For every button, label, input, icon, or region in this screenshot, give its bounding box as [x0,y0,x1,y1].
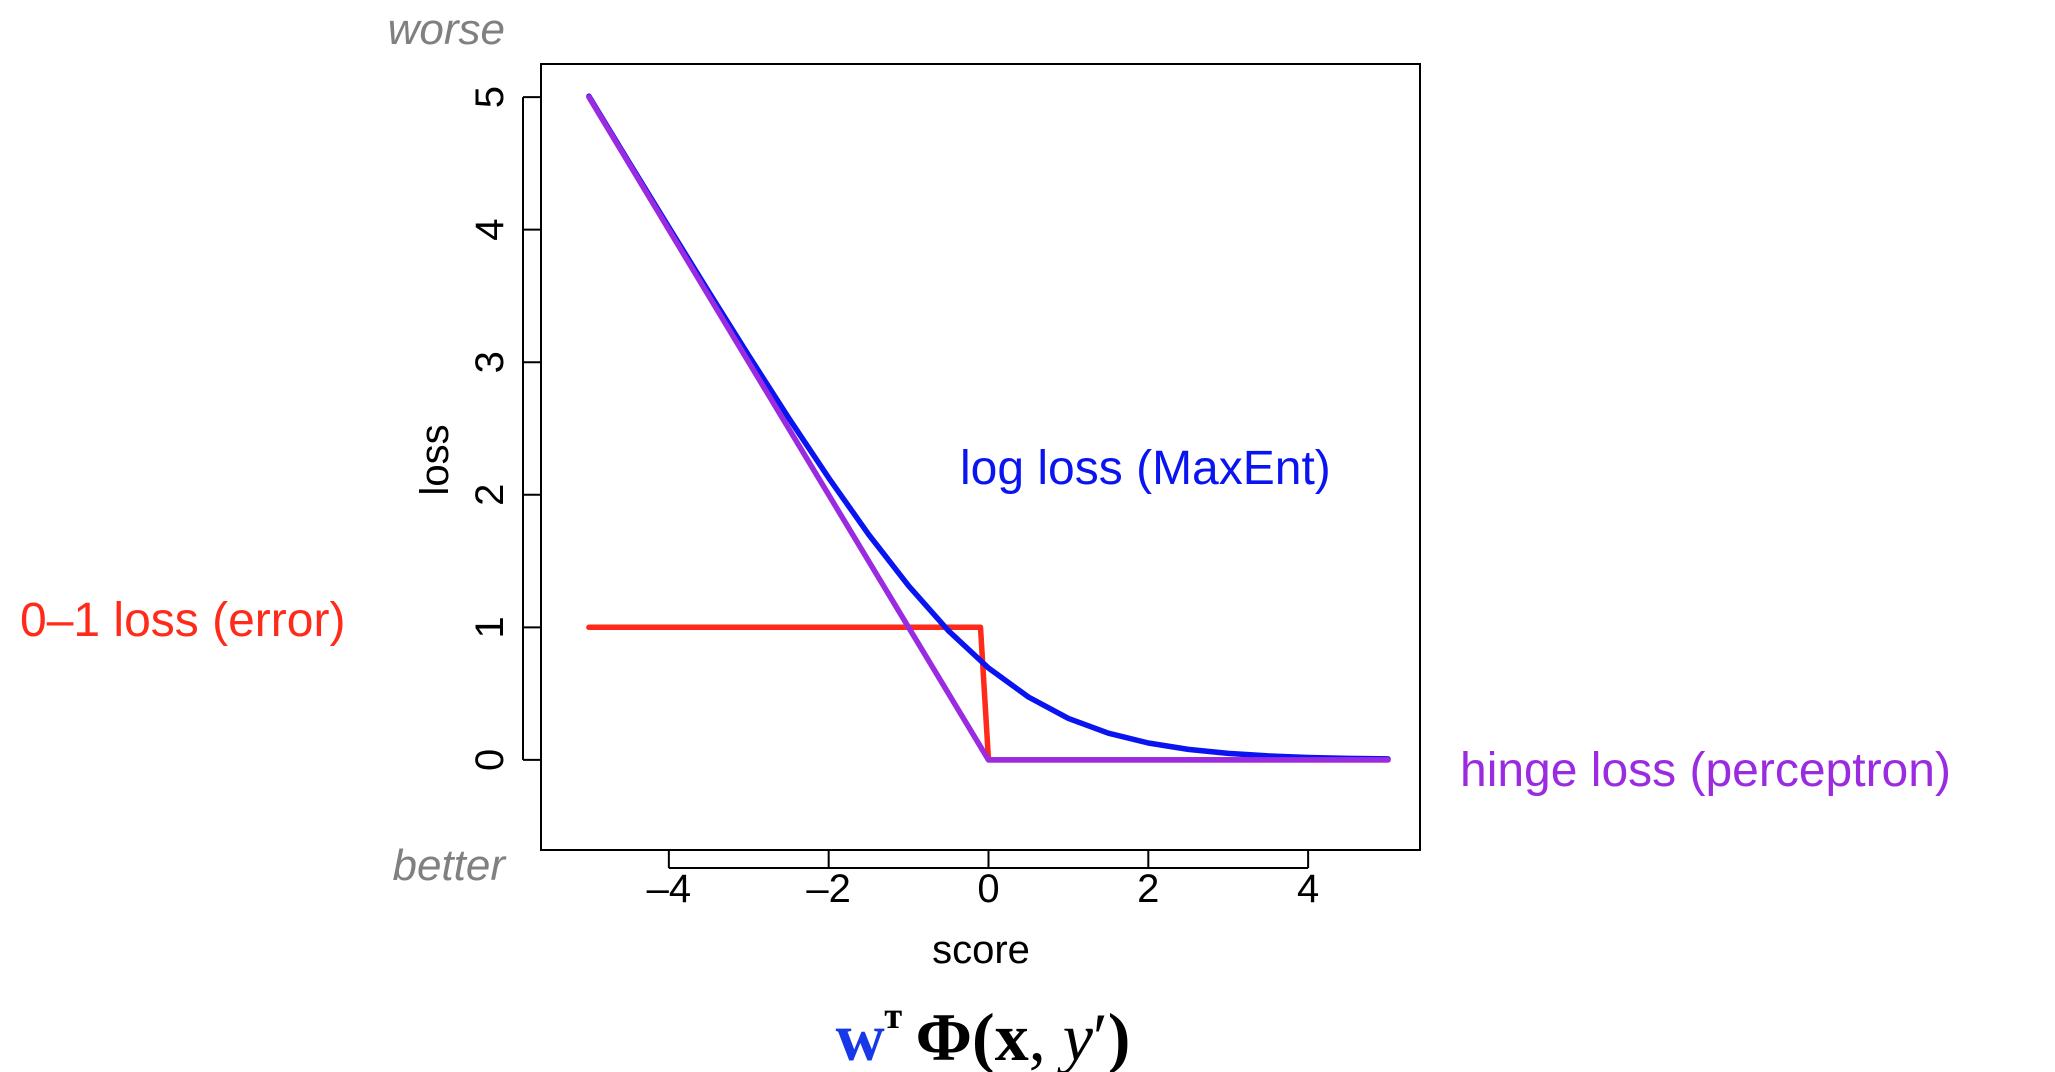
series-lines [586,93,1391,763]
zero-one-loss-label: 0–1 loss (error) [20,594,345,647]
x-tick-label: 0 [977,867,999,911]
y-axis: 0 1 2 3 4 5 [468,86,541,771]
formula-transpose: ᵀ [885,1001,902,1050]
formula-close: ) [1108,999,1131,1072]
score-formula: wᵀ Φ(x, y′) [836,999,1131,1072]
worse-label: worse [388,5,505,54]
x-tick-label: 4 [1297,867,1319,911]
formula-x: x [995,999,1029,1072]
y-tick-label: 1 [468,616,512,638]
x-tick-label: 2 [1137,867,1159,911]
log-loss-line [586,93,1391,762]
x-tick-label: –4 [647,867,692,911]
x-tick-label: –2 [806,867,851,911]
y-axis-title: loss [413,424,457,495]
formula-w: w [836,999,885,1072]
y-tick-label: 2 [468,484,512,506]
hinge-loss-line [586,94,1391,763]
formula-comma: , [1029,999,1063,1072]
x-axis-title: score [932,928,1030,972]
formula-y: y [1057,999,1094,1072]
x-axis: –4 –2 0 2 4 [647,850,1319,911]
formula-phi: Φ( [916,999,995,1072]
y-tick-label: 3 [468,351,512,373]
formula-prime: ′ [1093,999,1108,1072]
log-loss-label: log loss (MaxEnt) [960,442,1331,495]
y-tick-label: 0 [468,749,512,771]
y-tick-label: 5 [468,86,512,108]
plot-frame [540,63,1421,851]
y-tick-label: 4 [468,219,512,241]
zero-one-loss-line [586,624,1391,763]
better-label: better [392,841,507,890]
hinge-loss-label: hinge loss (perceptron) [1460,744,1951,797]
